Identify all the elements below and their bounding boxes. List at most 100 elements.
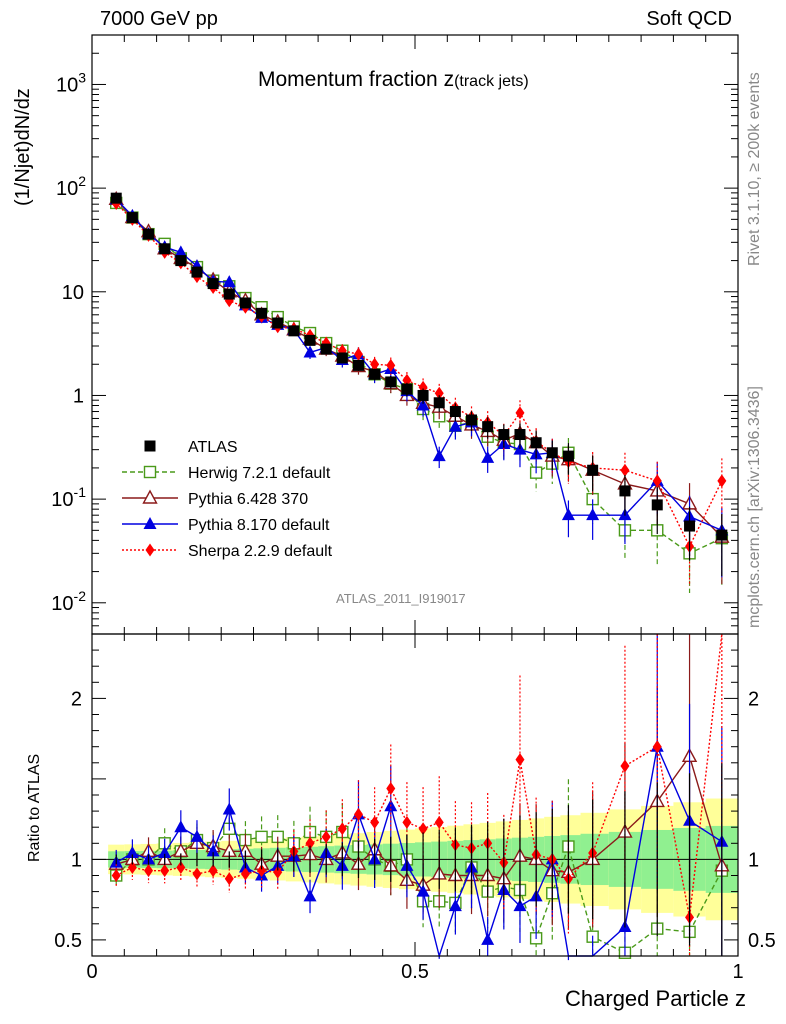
- ratio-point: [144, 864, 154, 878]
- data-point: [402, 373, 412, 387]
- data-point: [448, 419, 462, 432]
- ratio-point: [337, 822, 347, 836]
- ratio-line: [115, 633, 723, 918]
- y-tick-label: 1: [73, 385, 84, 407]
- ratio-point: [434, 815, 444, 829]
- x-axis-label: Charged Particle z: [565, 986, 746, 1011]
- legend: ATLAS Herwig 7.2.1 default Pythia 6.428 37…: [122, 439, 333, 560]
- data-point: [304, 334, 316, 346]
- data-point: [586, 508, 600, 521]
- ratio-point: [158, 845, 172, 858]
- y-axis-label: (1/Njet)dN/dz: [12, 88, 34, 206]
- ratio-point: [386, 782, 396, 796]
- header-right: Soft QCD: [646, 8, 732, 30]
- mcplots-label: mcplots.cern.ch [arXiv:1306.3436]: [746, 386, 763, 628]
- legend-entry: Pythia 6.428 370: [122, 489, 308, 508]
- legend-marker: [144, 440, 156, 452]
- data-point: [223, 288, 235, 300]
- y-tick-label: 103: [56, 69, 86, 96]
- data-point: [432, 449, 446, 462]
- data-point: [481, 450, 495, 463]
- legend-marker: [145, 543, 155, 557]
- data-point: [434, 386, 444, 400]
- y-tick-label: 10-1: [51, 484, 86, 511]
- series-atlas: [110, 192, 728, 956]
- data-point: [222, 275, 236, 288]
- ratio-line: [115, 744, 723, 959]
- data-point: [482, 421, 494, 433]
- ratio-point: [273, 865, 283, 879]
- data-point: [498, 429, 510, 441]
- rivet-label: Rivet 3.1.10, ≥ 200k events: [746, 72, 763, 266]
- data-point: [352, 359, 364, 371]
- plot-title-main: Momentum fraction z: [258, 68, 455, 91]
- ratio-point: [206, 844, 220, 857]
- data-point: [562, 450, 574, 462]
- plot-title: Momentum fraction z(track jets): [258, 68, 529, 92]
- legend-label: Pythia 6.428 370: [188, 491, 308, 508]
- ratio-point: [353, 807, 363, 821]
- ratio-tick-label-right: 1: [748, 849, 759, 871]
- data-point: [256, 307, 268, 319]
- ratio-point: [174, 820, 188, 833]
- ratio-point: [192, 867, 202, 881]
- ratio-point: [257, 864, 267, 878]
- ratio-point: [620, 759, 630, 773]
- ratio-point: [125, 845, 139, 858]
- data-point: [652, 474, 662, 488]
- data-point: [561, 508, 575, 521]
- legend-label: Pythia 8.170 default: [188, 517, 330, 534]
- data-point: [110, 192, 122, 204]
- data-point: [620, 463, 630, 477]
- data-point: [303, 345, 317, 358]
- series-line: [115, 198, 723, 531]
- data-point: [466, 414, 478, 426]
- data-point: [143, 228, 155, 240]
- data-point: [651, 499, 663, 511]
- ratio-point: [513, 899, 527, 912]
- ratio-point: [224, 872, 234, 886]
- legend-label: ATLAS: [188, 439, 238, 456]
- analysis-reference: ATLAS_2011_I919017: [336, 591, 466, 606]
- ratio-point: [416, 884, 430, 897]
- data-point: [174, 245, 188, 258]
- ratio-point: [222, 802, 236, 815]
- data-point: [272, 317, 284, 329]
- ratio-tick-label-right: 0.5: [748, 930, 776, 952]
- data-point: [401, 383, 413, 395]
- data-point: [433, 397, 445, 409]
- legend-entry: Sherpa 2.2.9 default: [122, 543, 333, 560]
- plot-title-sub: (track jets): [454, 73, 529, 90]
- ratio-point: [255, 830, 268, 844]
- ratio-point: [481, 932, 495, 945]
- legend-entry: Herwig 7.2.1 default: [122, 465, 331, 482]
- legend-marker: [142, 489, 158, 504]
- legend-label: Sherpa 2.2.9 default: [188, 543, 333, 560]
- data-point: [370, 357, 380, 371]
- ratio-axis-label: Ratio to ATLAS: [26, 753, 43, 862]
- data-point: [619, 485, 631, 497]
- data-point: [207, 278, 219, 290]
- ratio-tick-label: 0.5: [54, 930, 82, 952]
- ratio-point: [370, 815, 380, 829]
- ratio-point: [208, 864, 218, 878]
- x-tick-label: 0: [86, 961, 97, 983]
- ratio-point: [303, 889, 317, 902]
- data-point: [417, 389, 429, 401]
- data-point: [515, 406, 525, 420]
- y-tick-label: 10: [62, 282, 84, 304]
- ratio-point: [111, 869, 121, 882]
- data-point: [126, 212, 138, 224]
- ratio-point: [127, 860, 137, 874]
- ratio-tick-label-right: 2: [748, 688, 759, 710]
- ratio-point: [305, 836, 315, 850]
- ratio-tick-label: 2: [71, 688, 82, 710]
- legend-label: Herwig 7.2.1 default: [188, 465, 331, 482]
- data-point: [546, 447, 558, 459]
- series-line: [115, 203, 723, 548]
- ratio-point: [402, 815, 412, 829]
- legend-entry: Pythia 8.170 default: [122, 517, 330, 534]
- data-point: [336, 352, 348, 364]
- ratio-tick-label: 1: [71, 849, 82, 871]
